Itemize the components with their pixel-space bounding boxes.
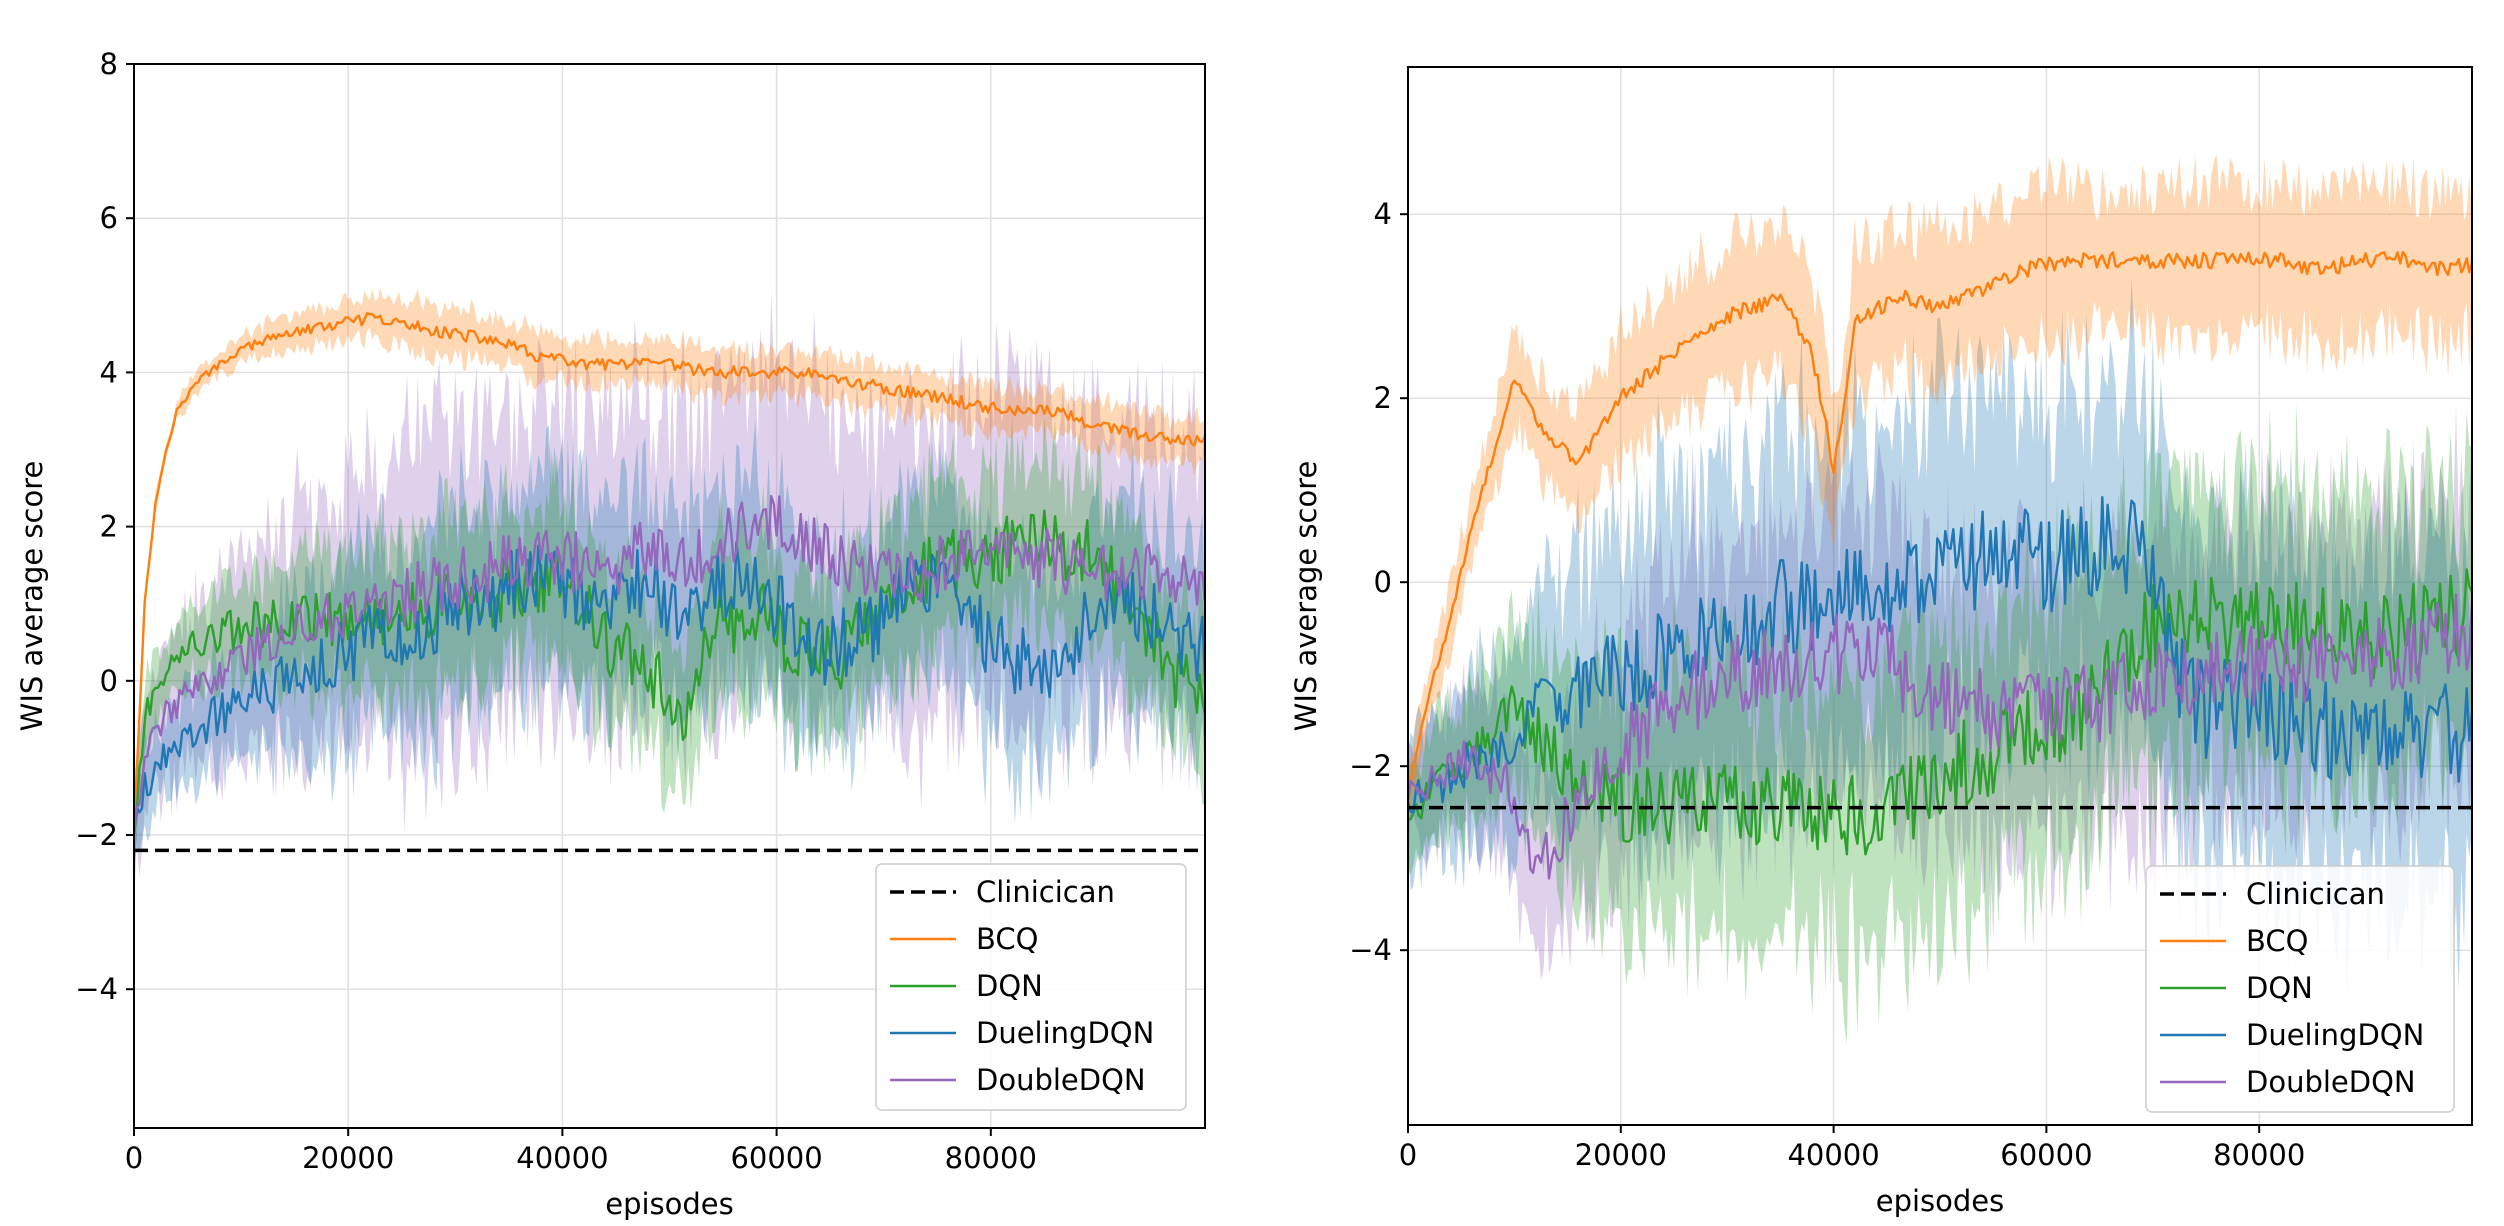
legend-label: Clinicican <box>2246 877 2385 911</box>
band-dqn <box>134 414 1205 866</box>
axes-frame <box>1407 66 2473 1126</box>
y-tick-label: −4 <box>75 972 118 1006</box>
x-tick-label: 0 <box>125 1141 143 1175</box>
y-tick-label: 8 <box>100 47 118 81</box>
x-tick-label: 60000 <box>2000 1138 2092 1172</box>
y-tick-label: 6 <box>100 201 118 235</box>
legend-label: DuelingDQN <box>2246 1018 2424 1052</box>
line-dqn <box>1408 568 2472 856</box>
line-bcq <box>1408 250 2472 796</box>
x-tick-label: 40000 <box>516 1141 608 1175</box>
legend: Clinicican BCQ DQN DuelingDQN DoubleDQN <box>875 863 1187 1111</box>
y-tick-label: −2 <box>1349 749 1392 783</box>
x-tick-label: 80000 <box>945 1141 1037 1175</box>
band-bcq <box>134 288 1205 834</box>
y-tick-label: 0 <box>1374 565 1392 599</box>
line-duelingdqn <box>1408 496 2472 814</box>
y-axis-label: WIS average score <box>1289 461 1323 732</box>
y-axis-label: WIS average score <box>15 461 49 732</box>
legend-label: DuelingDQN <box>976 1016 1154 1050</box>
legend-label: BCQ <box>2246 924 2308 958</box>
plot-area <box>134 288 1205 908</box>
x-tick-label: 80000 <box>2213 1138 2305 1172</box>
legend-label: DoubleDQN <box>976 1063 1146 1097</box>
plot-area <box>1408 154 2472 1046</box>
legend: Clinicican BCQ DQN DuelingDQN DoubleDQN <box>2145 865 2455 1113</box>
y-tick-label: 0 <box>100 664 118 698</box>
legend-label: DoubleDQN <box>2246 1065 2416 1099</box>
legend-box <box>2145 865 2455 1113</box>
x-tick-label: 20000 <box>302 1141 394 1175</box>
band-duelingdqn <box>134 419 1205 865</box>
x-axis-label: episodes <box>1876 1184 2005 1218</box>
y-tick-label: −2 <box>75 818 118 852</box>
line-duelingdqn <box>134 541 1205 835</box>
chart-left: 0 20000 40000 60000 80000 −4 −2 0 2 4 6 8 episodes WI… <box>15 47 1206 1221</box>
band-dqn <box>1408 396 2472 1046</box>
y-tick-label: 4 <box>100 355 118 389</box>
line-doubledqn <box>134 494 1205 833</box>
legend-label: DQN <box>2246 971 2313 1005</box>
legend-label: DQN <box>976 969 1043 1003</box>
x-axis-label: episodes <box>605 1187 734 1221</box>
y-tick-label: 4 <box>1374 197 1392 231</box>
x-tick-label: 40000 <box>1787 1138 1879 1172</box>
y-tick-label: −4 <box>1349 933 1392 967</box>
legend-label: BCQ <box>976 922 1038 956</box>
legend-box <box>875 863 1187 1111</box>
x-tick-label: 20000 <box>1575 1138 1667 1172</box>
y-tick-label: 2 <box>1374 381 1392 415</box>
chart-right: 0 20000 40000 60000 80000 −4 −2 0 2 4 episodes WIS … <box>1289 66 2473 1218</box>
axes-frame <box>133 63 1206 1129</box>
line-bcq <box>134 312 1205 829</box>
line-doubledqn <box>1408 593 2472 880</box>
x-tick-label: 0 <box>1399 1138 1417 1172</box>
band-duelingdqn <box>1408 277 2472 996</box>
legend-label: Clinicican <box>976 875 1115 909</box>
y-tick-label: 2 <box>100 510 118 544</box>
band-bcq <box>1408 154 2472 830</box>
x-tick-label: 60000 <box>730 1141 822 1175</box>
